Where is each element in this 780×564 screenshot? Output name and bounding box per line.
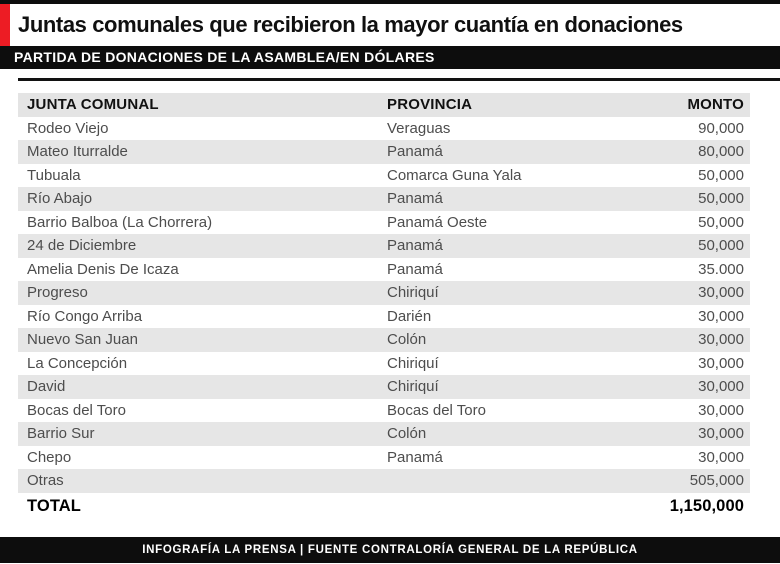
- cell-provincia: Panamá: [387, 190, 443, 208]
- table-row: Rodeo Viejo Veraguas 90,000: [18, 117, 750, 141]
- title-row: Juntas comunales que recibieron la mayor…: [0, 4, 780, 46]
- table-row: Amelia Denis De Icaza Panamá 35.000: [18, 258, 750, 282]
- cell-provincia: Chiriquí: [387, 378, 439, 396]
- cell-provincia: Panamá Oeste: [387, 213, 488, 231]
- table-row: Tubuala Comarca Guna Yala 50,000: [18, 164, 750, 188]
- footer-credit-bar: INFOGRAFÍA LA PRENSA | FUENTE CONTRALORÍ…: [0, 537, 780, 563]
- cell-monto: 30,000: [698, 354, 744, 372]
- cell-junta: Río Abajo: [27, 190, 93, 208]
- column-header-monto: MONTO: [687, 96, 744, 114]
- cell-junta: Amelia Denis De Icaza: [27, 260, 179, 278]
- cell-junta: Bocas del Toro: [27, 401, 126, 419]
- table-top-rule: [18, 78, 780, 81]
- cell-monto: 30,000: [698, 284, 744, 302]
- total-row: TOTAL 1,150,000: [18, 493, 750, 520]
- total-label: TOTAL: [27, 496, 81, 515]
- cell-provincia: Comarca Guna Yala: [387, 166, 522, 184]
- cell-junta: Tubuala: [27, 166, 81, 184]
- cell-provincia: Panamá: [387, 260, 443, 278]
- cell-monto: 50,000: [698, 213, 744, 231]
- cell-monto: 35.000: [698, 260, 744, 278]
- cell-provincia: Bocas del Toro: [387, 401, 486, 419]
- table-row: Otras 505,000: [18, 469, 750, 493]
- cell-junta: 24 de Diciembre: [27, 237, 137, 255]
- cell-junta: Río Congo Arriba: [27, 307, 143, 325]
- table-row: Barrio Balboa (La Chorrera) Panamá Oeste…: [18, 211, 750, 235]
- cell-monto: 30,000: [698, 425, 744, 443]
- cell-junta: Progreso: [27, 284, 88, 302]
- table-header: JUNTA COMUNAL PROVINCIA MONTO: [18, 93, 750, 117]
- cell-monto: 50,000: [698, 166, 744, 184]
- cell-provincia: Panamá: [387, 448, 443, 466]
- cell-junta: Barrio Sur: [27, 425, 95, 443]
- cell-monto: 50,000: [698, 190, 744, 208]
- cell-provincia: Panamá: [387, 237, 443, 255]
- cell-junta: Nuevo San Juan: [27, 331, 138, 349]
- table-row: Río Congo Arriba Darién 30,000: [18, 305, 750, 329]
- cell-monto: 30,000: [698, 401, 744, 419]
- cell-monto: 30,000: [698, 307, 744, 325]
- cell-junta: Chepo: [27, 448, 72, 466]
- table-header-row: JUNTA COMUNAL PROVINCIA MONTO: [18, 93, 750, 117]
- table-row: Bocas del Toro Bocas del Toro 30,000: [18, 399, 750, 423]
- subtitle-bar: PARTIDA DE DONACIONES DE LA ASAMBLEA/EN …: [0, 46, 780, 69]
- cell-provincia: Chiriquí: [387, 354, 439, 372]
- table-total-section: TOTAL 1,150,000: [18, 493, 750, 520]
- column-header-provincia: PROVINCIA: [387, 96, 473, 114]
- table-row: Progreso Chiriquí 30,000: [18, 281, 750, 305]
- table-row: David Chiriquí 30,000: [18, 375, 750, 399]
- cell-junta: Otras: [27, 472, 64, 490]
- cell-monto: 90,000: [698, 119, 744, 137]
- cell-monto: 80,000: [698, 143, 744, 161]
- cell-junta: Mateo Iturralde: [27, 143, 128, 161]
- column-header-junta-comunal: JUNTA COMUNAL: [27, 96, 159, 114]
- cell-provincia: Colón: [387, 425, 427, 443]
- red-accent-bar: [0, 4, 10, 46]
- cell-junta: Barrio Balboa (La Chorrera): [27, 213, 213, 231]
- cell-junta: David: [27, 378, 66, 396]
- cell-provincia: Darién: [387, 307, 432, 325]
- total-amount: 1,150,000: [669, 496, 744, 515]
- cell-provincia: Colón: [387, 331, 427, 349]
- cell-monto: 505,000: [689, 472, 744, 490]
- donations-table: JUNTA COMUNAL PROVINCIA MONTO Rodeo Viej…: [18, 93, 750, 520]
- top-rule: [0, 0, 780, 4]
- cell-monto: 50,000: [698, 237, 744, 255]
- cell-provincia: [387, 469, 602, 493]
- cell-monto: 30,000: [698, 331, 744, 349]
- total-spacer: [387, 493, 602, 520]
- table-row: Río Abajo Panamá 50,000: [18, 187, 750, 211]
- table-row: Nuevo San Juan Colón 30,000: [18, 328, 750, 352]
- page-title: Juntas comunales que recibieron la mayor…: [18, 12, 683, 37]
- table-row: Chepo Panamá 30,000: [18, 446, 750, 470]
- cell-provincia: Chiriquí: [387, 284, 439, 302]
- table-row: La Concepción Chiriquí 30,000: [18, 352, 750, 376]
- cell-provincia: Panamá: [387, 143, 443, 161]
- cell-junta: Rodeo Viejo: [27, 119, 109, 137]
- cell-junta: La Concepción: [27, 354, 128, 372]
- table-row: Barrio Sur Colón 30,000: [18, 422, 750, 446]
- table-row: 24 de Diciembre Panamá 50,000: [18, 234, 750, 258]
- table-row: Mateo Iturralde Panamá 80,000: [18, 140, 750, 164]
- cell-monto: 30,000: [698, 378, 744, 396]
- cell-provincia: Veraguas: [387, 119, 451, 137]
- cell-monto: 30,000: [698, 448, 744, 466]
- table-body: Rodeo Viejo Veraguas 90,000 Mateo Iturra…: [18, 117, 750, 493]
